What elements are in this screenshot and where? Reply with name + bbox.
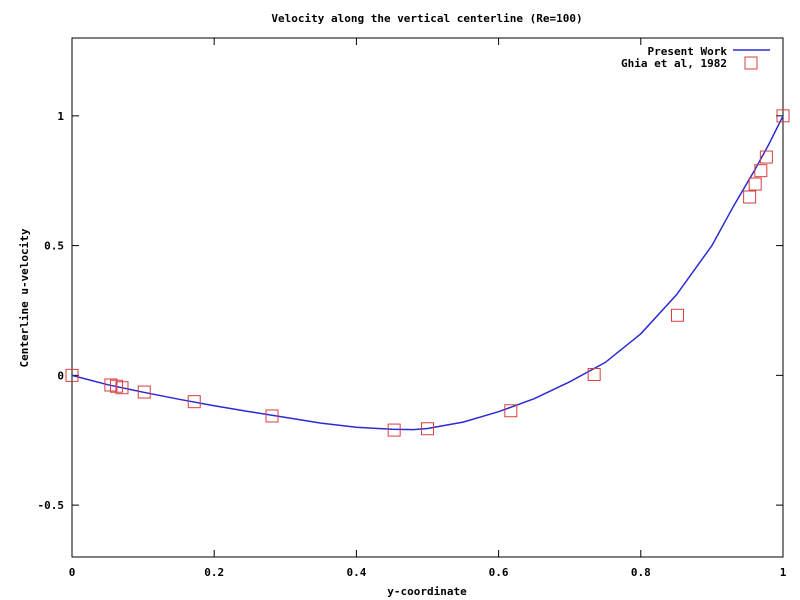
x-tick-label: 0.4: [346, 566, 366, 579]
ghia-data-point: [504, 404, 518, 418]
y-tick-label: -0.5: [38, 499, 65, 512]
ghia-data-point: [587, 367, 601, 381]
y-axis-label: Centerline u-velocity: [18, 228, 31, 367]
x-tick-label: 0.8: [631, 566, 651, 579]
ghia-data-point: [137, 385, 151, 399]
legend-label-ghia: Ghia et al, 1982: [621, 57, 727, 70]
ghia-data-point: [187, 395, 201, 409]
x-tick-label: 0.2: [204, 566, 224, 579]
x-axis: 0 0.2 0.4 0.6 0.8 1: [69, 38, 787, 579]
ghia-data-point: [743, 190, 757, 204]
series-layer: [65, 109, 790, 437]
plot-frame: [71, 37, 784, 558]
chart-title: Velocity along the vertical centerline (…: [271, 12, 582, 25]
legend: Present Work Ghia et al, 1982: [621, 45, 770, 70]
y-tick-label: 0.5: [44, 240, 64, 253]
ghia-data-point: [421, 422, 434, 436]
x-tick-label: 0.6: [489, 566, 509, 579]
x-axis-label: y-coordinate: [387, 585, 467, 598]
ghia-data-point: [387, 423, 401, 437]
x-tick-label: 0: [69, 566, 76, 579]
legend-label-present-work: Present Work: [648, 45, 728, 58]
ghia-data-point: [759, 150, 773, 164]
ghia-data-point: [265, 409, 279, 423]
ghia-data-point: [115, 381, 129, 395]
series-present-work-line: [71, 115, 784, 431]
ghia-data-point: [65, 368, 79, 382]
ghia-data-point: [670, 308, 684, 322]
y-tick-label: 1: [57, 110, 64, 123]
ghia-data-point: [776, 109, 790, 123]
legend-marker-ghia: [744, 56, 758, 70]
ghia-data-point: [754, 164, 768, 178]
x-tick-label: 1: [780, 566, 787, 579]
y-tick-label: 0: [57, 369, 64, 382]
y-axis: -0.5 0 0.5 1: [38, 110, 783, 512]
ghia-data-point: [748, 177, 762, 191]
